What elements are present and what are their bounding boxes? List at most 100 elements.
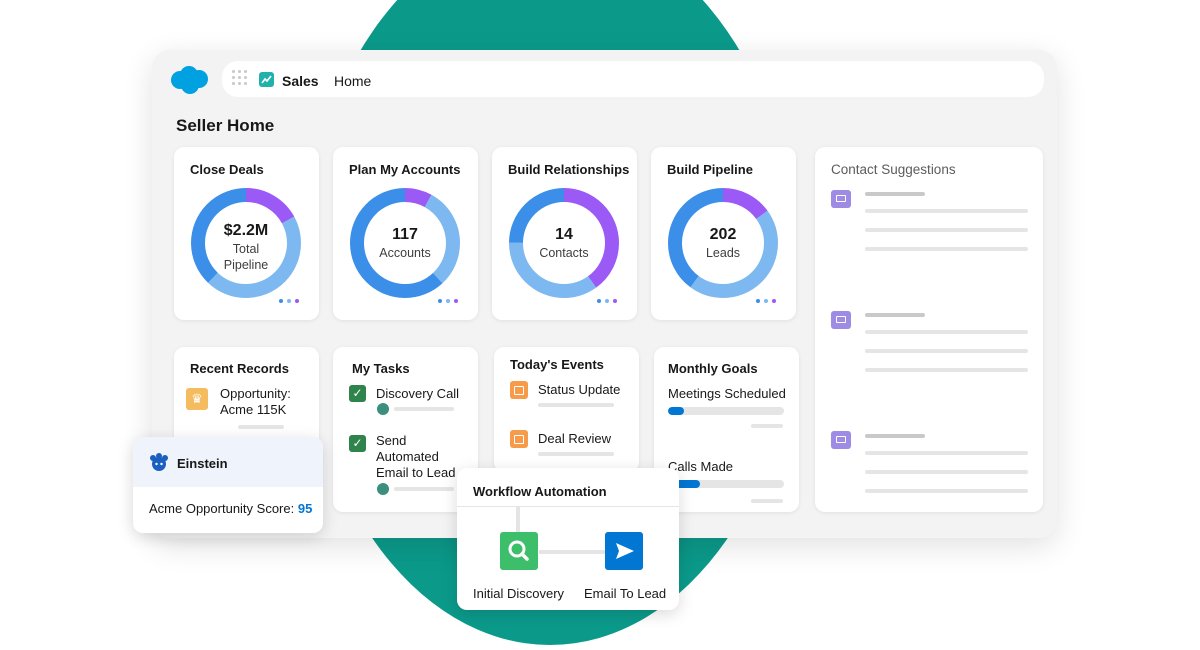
task-checkbox[interactable]: ✓ — [349, 435, 366, 452]
donut-label: Total — [232, 242, 260, 256]
card-title: Recent Records — [190, 361, 289, 376]
donut-segment-light_blue — [350, 188, 460, 298]
donut-value: 14 — [555, 226, 573, 243]
placeholder-line — [865, 330, 1028, 334]
placeholder-line — [238, 425, 284, 429]
goal-progress-fill — [668, 480, 701, 488]
step-label: Initial Discovery — [473, 586, 565, 601]
record-link-line1[interactable]: Opportunity: — [220, 386, 291, 401]
einstein-score-label: Acme Opportunity Score: 95 — [149, 501, 312, 516]
record-link-line2[interactable]: Acme 115K — [220, 402, 287, 417]
task-title[interactable]: Discovery Call — [376, 386, 460, 401]
goal-progress-bar — [668, 407, 784, 415]
search-step-icon[interactable] — [500, 532, 538, 570]
card-title: Build Relationships — [508, 162, 630, 177]
donut-segment-light_blue — [668, 188, 778, 298]
metric-card-plan-my-accounts[interactable]: Plan My Accounts 117 Accounts — [333, 147, 478, 320]
app-name: Sales — [282, 73, 319, 89]
placeholder-line — [865, 209, 1028, 213]
sales-app-icon — [259, 72, 274, 87]
donut-segment-blue — [668, 188, 778, 298]
donut-segment-blue — [191, 188, 301, 298]
contact-card-icon — [831, 311, 851, 329]
einstein-icon — [150, 453, 168, 471]
my-tasks-card: My Tasks ✓ Discovery Call ✓ Send Automat… — [333, 347, 478, 512]
contact-card-icon — [831, 431, 851, 449]
donut-label: Contacts — [539, 246, 589, 260]
donut-value: $2.2M — [223, 222, 269, 239]
task-title-line3[interactable]: Email to Lead — [376, 465, 456, 480]
placeholder-line — [538, 452, 614, 456]
score-label: Acme Opportunity Score: — [149, 501, 295, 516]
card-title: My Tasks — [352, 361, 410, 376]
metric-card-close-deals[interactable]: Close Deals $2.2M Total Pipeline — [174, 147, 319, 320]
card-title: Close Deals — [190, 162, 264, 177]
einstein-title: Einstein — [177, 456, 228, 471]
donut-chart — [350, 188, 460, 298]
contact-card-icon — [831, 190, 851, 208]
event-title[interactable]: Status Update — [538, 382, 621, 397]
goal-progress-fill — [668, 407, 685, 415]
donut-segment-light_blue — [191, 188, 301, 298]
placeholder-line — [865, 368, 1028, 372]
donut-value: 202 — [709, 226, 737, 243]
connector-line — [539, 550, 605, 554]
card-title: Monthly Goals — [668, 361, 758, 376]
donut-segment-purple — [509, 188, 619, 298]
placeholder-line — [865, 247, 1028, 251]
top-navbar — [222, 61, 1044, 97]
placeholder-line — [865, 470, 1028, 474]
card-title: Build Pipeline — [667, 162, 753, 177]
app-launcher-icon[interactable] — [232, 70, 248, 86]
placeholder-line — [865, 228, 1028, 232]
placeholder-line — [865, 434, 925, 438]
placeholder-line — [538, 403, 614, 407]
donut-label-line2: Pipeline — [223, 258, 269, 272]
donut-segment-light_blue — [509, 188, 619, 298]
crown-icon: ♛ — [186, 388, 208, 410]
recent-records-card: Recent Records ♛ Opportunity: Acme 115K — [174, 347, 319, 447]
step-label: Email To Lead — [584, 586, 667, 601]
placeholder-line — [865, 451, 1028, 455]
workflow-title: Workflow Automation — [473, 484, 607, 499]
donut-chart — [509, 188, 619, 298]
contact-suggestions-card: Contact Suggestions — [815, 147, 1043, 512]
pager-dots[interactable] — [438, 299, 458, 303]
goal-progress-bar — [668, 480, 784, 488]
avatar — [376, 482, 390, 496]
nav-tab-home[interactable]: Home — [334, 73, 372, 89]
task-title-line2[interactable]: Automated — [376, 449, 439, 464]
page-title: Seller Home — [176, 116, 275, 135]
calendar-icon — [510, 430, 528, 448]
placeholder-line — [865, 349, 1028, 353]
event-title[interactable]: Deal Review — [538, 431, 611, 446]
placeholder-line — [865, 192, 925, 196]
pager-dots[interactable] — [756, 299, 776, 303]
task-title-line1[interactable]: Send — [376, 433, 407, 448]
placeholder-line — [394, 407, 454, 411]
avatar — [376, 402, 390, 416]
send-step-icon[interactable] — [605, 532, 643, 570]
pager-dots[interactable] — [279, 299, 299, 303]
card-title: Plan My Accounts — [349, 162, 461, 177]
salesforce-cloud-logo — [171, 66, 208, 94]
donut-segment-blue — [350, 188, 460, 298]
donut-value: 117 — [392, 226, 418, 243]
calendar-icon — [510, 381, 528, 399]
goal-label: Calls Made — [668, 459, 734, 474]
score-value: 95 — [297, 501, 313, 516]
task-checkbox[interactable]: ✓ — [349, 385, 366, 402]
pager-dots[interactable] — [597, 299, 617, 303]
metric-card-build-pipeline[interactable]: Build Pipeline 202 Leads — [651, 147, 796, 320]
divider — [457, 506, 679, 507]
card-title: Today's Events — [510, 357, 604, 372]
donut-label: Leads — [705, 246, 741, 260]
metric-card-build-relationships[interactable]: Build Relationships 14 Contacts — [492, 147, 637, 320]
placeholder-line — [751, 424, 783, 428]
todays-events-card: Today's Events Status Update Deal Review — [494, 347, 639, 472]
einstein-popup: Einstein Acme Opportunity Score: 95 — [133, 437, 323, 533]
workflow-automation-popup: Workflow Automation Initial Discovery Em… — [457, 468, 679, 610]
placeholder-line — [751, 499, 783, 503]
connector-line — [516, 506, 520, 532]
placeholder-line — [865, 313, 925, 317]
